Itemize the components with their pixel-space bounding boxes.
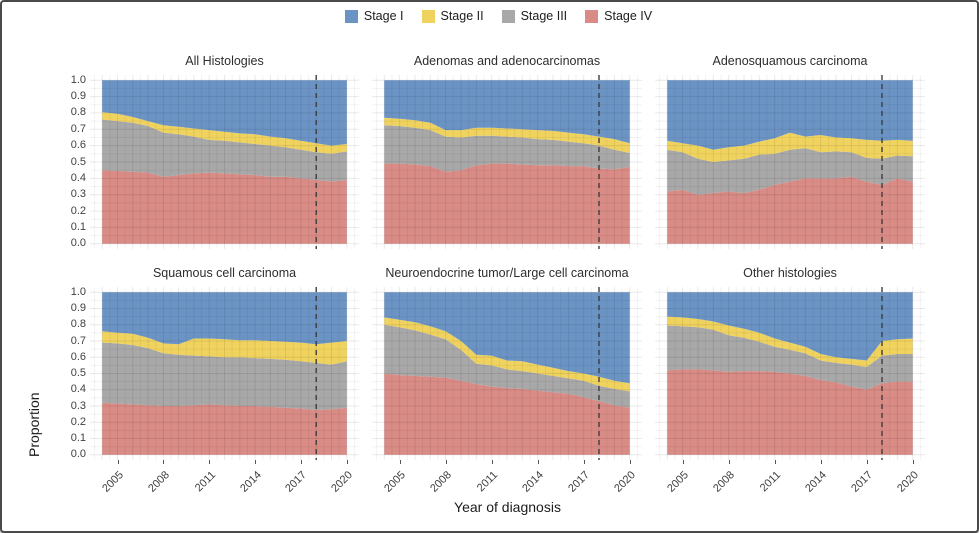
area-stage-iv (102, 170, 347, 244)
area-stage-i (384, 80, 630, 144)
area-stage-ii (667, 316, 913, 367)
facet-chart-adenosquamous-carcinoma (655, 75, 925, 249)
x-tick-mark (537, 460, 539, 464)
area-stage-ii (667, 132, 913, 162)
legend-item-stage-iii: Stage III (501, 9, 568, 23)
y-tick-label: 0.8 (70, 318, 86, 331)
x-tick-label-text: 2020 (895, 469, 922, 495)
area-stage-iv (667, 369, 913, 455)
area-stage-ii (102, 331, 347, 365)
legend-item-stage-iv: Stage IV (585, 9, 652, 23)
x-tick-mark (682, 460, 684, 464)
y-tick-label: 0.5 (70, 155, 86, 168)
x-tick-mark (491, 460, 493, 464)
area-stage-i (102, 292, 347, 345)
legend: Stage I Stage II Stage III Stage IV (72, 9, 925, 23)
y-tick-label: 0.0 (70, 237, 86, 250)
y-tick-label: 0.6 (70, 350, 86, 363)
y-tick-label: 0.4 (70, 383, 86, 396)
area-stage-iv (667, 176, 913, 244)
x-tick-mark (117, 460, 119, 464)
facet-chart-adenomas-and-adenocarcinomas (372, 75, 642, 249)
y-tick-label: 0.1 (70, 220, 86, 233)
facet-title: Adenomas and adenocarcinomas (413, 54, 601, 68)
x-tick-mark (866, 460, 868, 464)
x-tick-mark (255, 460, 257, 464)
legend-swatch-stage-ii (421, 9, 435, 23)
facet-title: Neuroendocrine tumor/Large cell carcinom… (385, 266, 629, 280)
y-tick-label: 0.3 (70, 399, 86, 412)
y-axis-title: Proportion (26, 392, 42, 457)
y-tick-label: 0.7 (70, 334, 86, 347)
facet-title: Squamous cell carcinoma (152, 266, 297, 280)
x-axis-title: Year of diagnosis (454, 499, 561, 515)
area-stage-iii (102, 342, 347, 411)
y-tick-label: 0.0 (70, 448, 86, 461)
facet-title: Other histologies (743, 266, 837, 280)
y-tick-label: 0.9 (70, 302, 86, 314)
x-tick-mark (209, 460, 211, 464)
x-tick-mark (346, 460, 348, 464)
facet-title: All Histologies (185, 54, 264, 68)
y-tick-label: 0.8 (70, 106, 86, 119)
area-stage-iii (102, 119, 347, 182)
facet-chart-squamous-cell-carcinoma (90, 287, 359, 460)
area-stage-ii (384, 117, 630, 153)
area-stage-i (384, 292, 630, 384)
x-tick-mark (163, 460, 165, 464)
y-tick-label: 0.3 (70, 188, 86, 201)
x-tick-mark (728, 460, 730, 464)
legend-swatch-stage-iv (585, 9, 599, 23)
x-tick-mark (774, 460, 776, 464)
legend-label: Stage IV (604, 9, 653, 23)
facet-title: Adenosquamous carcinoma (712, 54, 868, 68)
area-stage-iii (384, 324, 630, 408)
x-tick-mark (445, 460, 447, 464)
legend-label: Stage III (520, 9, 568, 23)
area-stage-i (667, 80, 913, 150)
x-tick-mark (820, 460, 822, 464)
legend-label: Stage II (440, 9, 484, 23)
y-tick-label: 0.4 (70, 171, 86, 184)
x-tick-label: 2020 (833, 465, 921, 495)
area-stage-iv (384, 373, 630, 455)
area-stage-iv (384, 163, 630, 244)
legend-item-stage-ii: Stage II (421, 9, 484, 23)
area-stage-iii (384, 125, 630, 172)
x-tick-mark (629, 460, 631, 464)
area-stage-i (667, 292, 913, 361)
x-tick-mark (399, 460, 401, 464)
facet-chart-all-histologies (90, 75, 359, 249)
y-tick-label: 0.1 (70, 432, 86, 444)
legend-swatch-stage-iii (501, 9, 515, 23)
area-stage-ii (102, 112, 347, 154)
area-stage-iii (667, 325, 913, 390)
x-tick-mark (300, 460, 302, 464)
y-tick-label: 0.6 (70, 139, 86, 152)
y-tick-label: 0.2 (70, 204, 86, 217)
y-tick-label: 0.9 (70, 90, 86, 103)
y-tick-label: 0.7 (70, 122, 86, 135)
y-tick-label: 1.0 (70, 285, 86, 298)
area-stage-ii (384, 317, 630, 392)
y-tick-label: 0.5 (70, 367, 86, 379)
x-tick-mark (583, 460, 585, 464)
x-tick-mark (912, 460, 914, 464)
legend-label: Stage I (363, 9, 404, 23)
legend-swatch-stage-i (344, 9, 358, 23)
area-stage-i (102, 80, 347, 146)
legend-item-stage-i: Stage I (344, 9, 404, 23)
y-tick-label: 1.0 (70, 73, 86, 86)
area-stage-iv (102, 402, 347, 455)
facet-chart-neuroendocrine-tumor-large-cell-carcinoma (372, 287, 642, 460)
area-stage-iii (667, 148, 913, 195)
facet-chart-other-histologies (655, 287, 925, 460)
y-tick-label: 0.2 (70, 415, 86, 428)
